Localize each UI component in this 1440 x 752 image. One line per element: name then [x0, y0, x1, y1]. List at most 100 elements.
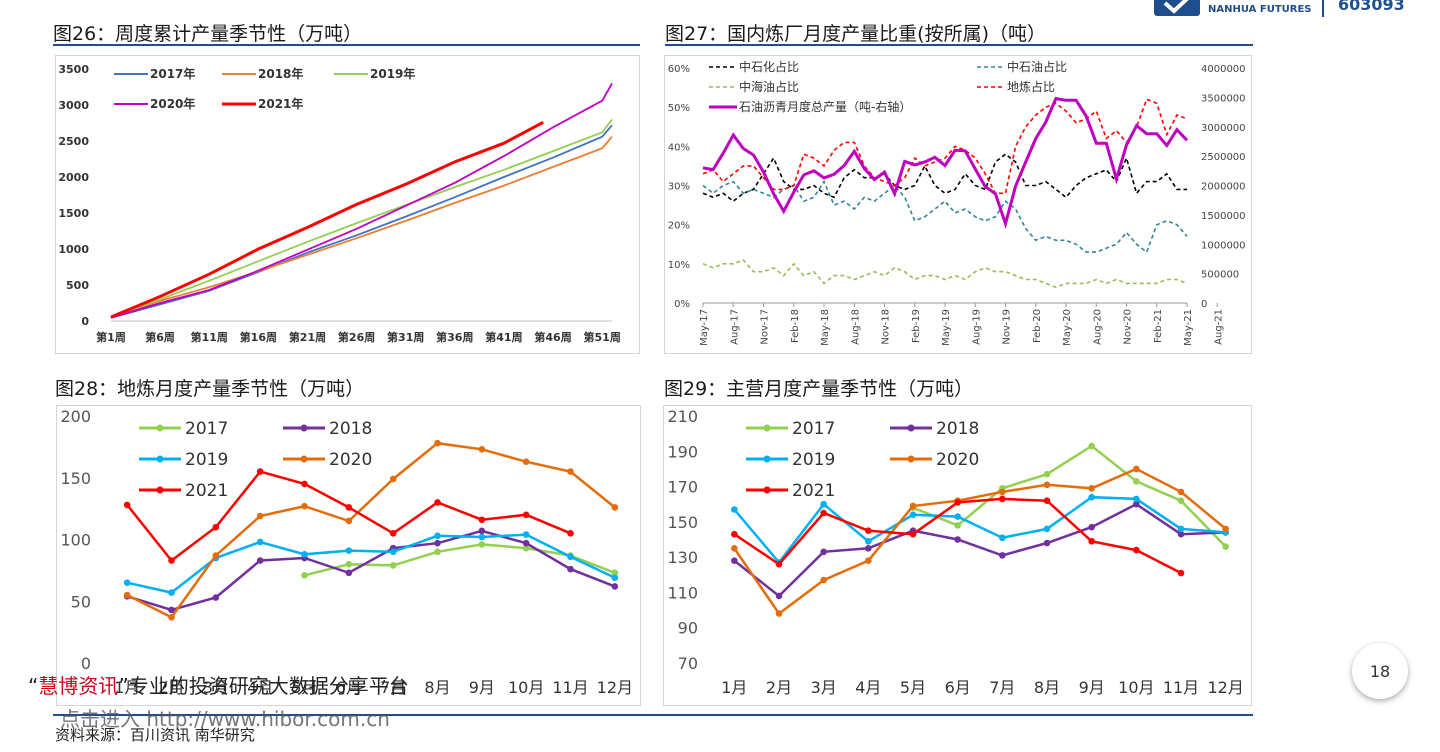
fig27-y-left-tick-label: 10%: [668, 260, 690, 271]
fig27-x-tick-label: Nov-20: [1123, 309, 1134, 345]
fig27-x-tick-label: May-20: [1062, 309, 1073, 346]
fig29-data-point: [1133, 500, 1140, 508]
fig27-x-tick-label: Aug-20: [1092, 309, 1103, 345]
fig28-x-tick-label: 6月: [336, 678, 362, 697]
fig29-panel: 70 90 110 130 150 170 190 210 1月 2月 3月 4月 5月 6月 7月 8月 9月…: [663, 405, 1252, 706]
fig26-series-line-2: [110, 118, 613, 319]
fig28-data-point: [345, 517, 353, 525]
fig28-data-point: [345, 547, 353, 554]
fig29-data-point: [775, 592, 783, 600]
fig27-x-tick-label: Nov-19: [1002, 309, 1013, 345]
fig28-data-point: [434, 532, 441, 540]
fig29-data-point: [1043, 481, 1051, 489]
fig27-x-tick-label: May-17: [699, 309, 710, 346]
fig29-y-tick-label: 90: [678, 619, 698, 638]
fig28-x-tick-label: 7月: [380, 678, 406, 697]
fig29-data-point: [1088, 537, 1095, 545]
fig29-data-point: [775, 610, 783, 617]
nanhua-logo: NANHUA FUTURES 603093: [1154, 0, 1405, 17]
fig28-series-line-3: [126, 441, 616, 619]
fig28-data-point: [256, 557, 264, 564]
fig26-series-line-4: [110, 120, 544, 319]
fig29-chart: 70 90 110 130 150 170 190 210 1月 2月 3月 4月 5月 6月 7月 8月 9月…: [667, 407, 1243, 697]
fig28-legend-marker-1: [300, 424, 308, 432]
fig28-legend-label-0: 2017: [185, 419, 228, 439]
fig26-x-tick-label: 第1周: [96, 330, 126, 344]
fig29-legend-label-4: 2021: [792, 481, 835, 501]
fig27-x-tick-label: Aug-19: [971, 309, 982, 345]
watermark-brand: 慧博资讯: [38, 674, 119, 698]
fig29-series-line-1: [733, 502, 1226, 598]
fig27-legend-label-2: 中海油占比: [739, 79, 799, 94]
fig29-data-point: [954, 513, 961, 520]
fig28-data-point: [478, 527, 486, 535]
fig27-panel: 0% 10% 20% 30% 40% 50% 60% 0 500000 1000000 150000…: [664, 55, 1252, 354]
fig27-series-line-3: [702, 98, 1188, 195]
fig28-data-point: [168, 557, 175, 564]
fig29-data-point: [865, 557, 872, 564]
fig29-data-point: [820, 500, 827, 508]
fig29-data-point: [820, 509, 827, 517]
fig29-data-point: [731, 545, 738, 552]
fig29-data-point: [1177, 488, 1185, 496]
fig28-data-point: [123, 579, 131, 587]
fig28-data-point: [522, 544, 530, 552]
fig28-legend-label-2: 2019: [185, 450, 228, 470]
fig29-y-tick-label: 150: [667, 513, 698, 532]
fig26-x-tick-label: 第6周: [145, 330, 175, 344]
fig28-data-point: [301, 480, 308, 488]
fig29-x-tick-label: 7月: [989, 678, 1015, 697]
fig28-data-point: [611, 583, 619, 590]
fig27-legend-label-1: 中石油占比: [1007, 59, 1067, 74]
fig29-x-tick-label: 11月: [1163, 678, 1199, 697]
fig26-x-tick-label: 第21周: [289, 330, 326, 344]
fig27-y-left-tick-label: 20%: [668, 221, 690, 232]
fig29-data-point: [1177, 569, 1185, 577]
fig27-series-line-4: [702, 96, 1189, 229]
fig27-y-left-tick-label: 60%: [668, 64, 690, 75]
fig26-series-line-3: [110, 82, 613, 319]
fig26-y-tick-label: 1500: [58, 207, 89, 220]
fig28-legend-label-3: 2020: [329, 450, 372, 470]
fig26-y-tick-label: 0: [81, 315, 89, 328]
fig29-legend-marker-1: [907, 424, 915, 432]
fig29-data-point: [999, 552, 1006, 559]
fig28-legend-marker-4: [156, 486, 164, 494]
fig28-y-tick-label: 0: [81, 654, 91, 673]
fig29-legend-marker-0: [763, 424, 771, 432]
fig28-y-tick-label: 200: [60, 407, 91, 426]
fig27-x-tick-label: Feb-20: [1032, 309, 1043, 343]
fig28-x-tick-label: 3月: [203, 678, 229, 697]
fig29-data-point: [1043, 470, 1051, 478]
fig27-title-rule: [665, 44, 1253, 46]
fig26-title-rule: [53, 44, 640, 46]
fig29-x-tick-label: 6月: [945, 678, 971, 697]
fig28-title: 图28：地炼月度产量季节性（万吨）: [55, 378, 365, 400]
fig29-data-point: [1133, 495, 1140, 503]
logo-divider: [1322, 0, 1324, 17]
fig28-data-point: [478, 516, 486, 524]
fig27-series-line-2: [702, 258, 1188, 289]
fig28-data-point: [212, 594, 220, 601]
watermark-link[interactable]: 点击进入 http://www.hibor.com.cn: [60, 707, 390, 731]
fig28-data-point: [168, 606, 175, 614]
fig28-legend-marker-0: [156, 424, 164, 432]
fig28-y-tick-label: 50: [71, 592, 91, 611]
fig29-data-point: [865, 545, 872, 552]
fig29-data-point: [1222, 543, 1229, 550]
footer-rule: [53, 714, 1253, 716]
fig29-data-point: [865, 537, 872, 545]
fig29-data-point: [954, 522, 961, 529]
fig29-data-point: [909, 502, 917, 510]
fig27-y-right-tick-label: 1500000: [1201, 211, 1246, 222]
fig27-x-tick-label: May-21: [1183, 309, 1194, 346]
fig26-x-tick-label: 第51周: [584, 330, 621, 344]
fig27-x-tick-label: Feb-19: [911, 309, 922, 343]
fig28-data-point: [123, 591, 131, 599]
fig28-data-point: [168, 589, 175, 596]
fig28-data-point: [522, 531, 530, 538]
fig28-data-point: [478, 446, 486, 453]
fig27-y-right-tick-label: 2000000: [1201, 182, 1246, 193]
fig29-data-point: [1177, 530, 1185, 538]
fig28-data-point: [389, 562, 397, 569]
